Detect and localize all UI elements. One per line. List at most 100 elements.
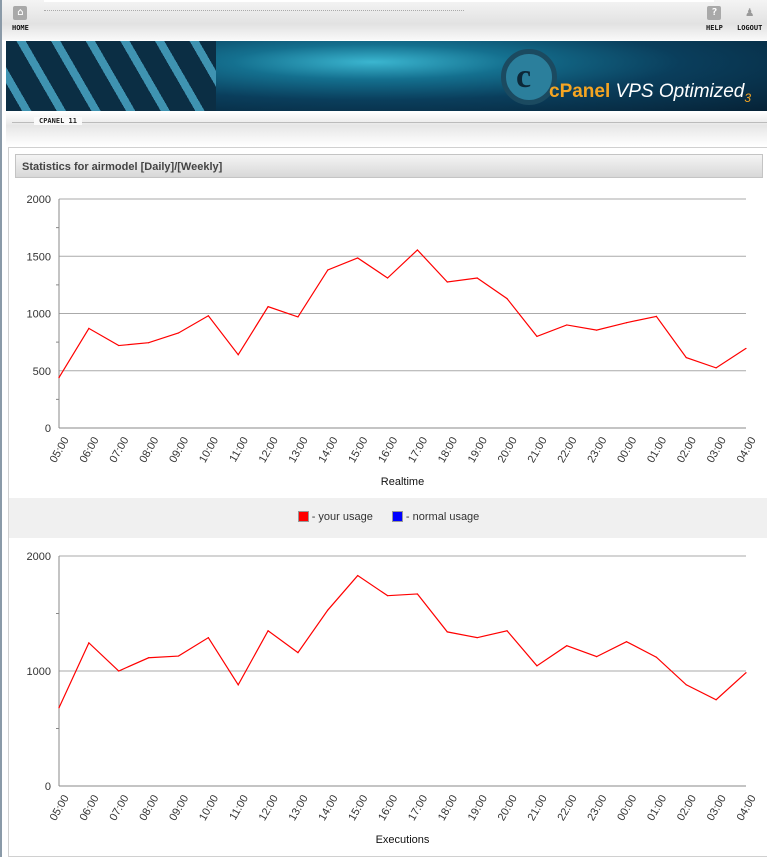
- data-point: [566, 645, 568, 647]
- data-point: [655, 656, 657, 658]
- data-point: [237, 684, 239, 686]
- x-tick-label: 10:00: [197, 435, 221, 465]
- x-tick-label: 03:00: [705, 435, 729, 465]
- legend: - your usage - normal usage: [9, 498, 767, 538]
- data-point: [88, 642, 90, 644]
- x-tick-label: 23:00: [585, 793, 609, 823]
- x-tick-label: 20:00: [496, 793, 520, 823]
- x-tick-label: 14:00: [317, 435, 341, 465]
- x-tick-label: 07:00: [107, 435, 131, 465]
- data-point: [177, 332, 180, 334]
- data-point: [207, 315, 209, 317]
- data-point: [506, 630, 508, 632]
- x-tick-label: 05:00: [48, 793, 72, 823]
- x-tick-label: 19:00: [466, 793, 490, 823]
- y-tick-label: 0: [45, 781, 51, 793]
- breadcrumb: CPANEL 11: [34, 117, 82, 125]
- x-tick-label: 16:00: [376, 793, 400, 823]
- data-point: [446, 281, 448, 283]
- header-banner: c cPanel VPS Optimized3: [6, 41, 767, 111]
- x-tick-label: 22:00: [555, 435, 579, 465]
- data-point: [476, 637, 478, 639]
- cpanel-logo: c: [501, 49, 557, 105]
- home-icon: ⌂: [13, 6, 28, 20]
- data-point: [297, 652, 299, 654]
- x-tick-label: 00:00: [615, 793, 639, 823]
- data-point: [148, 342, 150, 344]
- x-tick-label: 08:00: [137, 435, 161, 465]
- x-tick-label: 10:00: [197, 793, 221, 823]
- data-point: [58, 377, 60, 379]
- data-point: [416, 593, 419, 595]
- data-point: [327, 609, 329, 611]
- y-tick-label: 500: [33, 366, 51, 378]
- x-tick-label: 18:00: [436, 793, 460, 823]
- legend-swatch: [391, 511, 403, 522]
- y-tick-label: 2000: [27, 551, 51, 563]
- x-tick-label: 20:00: [496, 435, 520, 465]
- brand-rest: VPS Optimized: [615, 81, 745, 102]
- data-point: [506, 298, 508, 300]
- data-point: [386, 277, 389, 279]
- top-toolbar: ⌂ HOME ? HELP ♟ LOGOUT: [2, 0, 767, 40]
- data-point: [566, 324, 568, 326]
- data-point: [625, 641, 628, 643]
- x-tick-label: 05:00: [48, 435, 72, 465]
- home-label: HOME: [12, 24, 29, 32]
- data-point: [58, 707, 60, 709]
- y-tick-label: 1500: [27, 251, 51, 263]
- data-point: [625, 322, 628, 324]
- data-point: [476, 277, 478, 279]
- data-point: [715, 367, 717, 369]
- help-button[interactable]: ? HELP: [706, 6, 723, 32]
- data-point: [536, 335, 538, 337]
- data-point: [267, 306, 269, 308]
- data-point: [655, 315, 657, 317]
- legend-item-normal-usage: - normal usage: [391, 511, 479, 523]
- data-point: [685, 356, 687, 359]
- x-tick-label: 16:00: [376, 435, 400, 465]
- data-point: [118, 344, 120, 347]
- logout-button[interactable]: ♟ LOGOUT: [737, 5, 763, 33]
- x-tick-label: 12:00: [257, 793, 281, 823]
- x-tick-label: 09:00: [167, 435, 191, 465]
- divider: [44, 0, 714, 2]
- x-tick-label: 07:00: [107, 793, 131, 823]
- y-tick-label: 1000: [27, 666, 51, 678]
- data-point: [177, 655, 180, 657]
- data-point: [715, 699, 717, 701]
- legend-swatch: [297, 511, 309, 522]
- x-tick-label: 13:00: [287, 793, 311, 823]
- legend-item-your-usage: - your usage: [297, 511, 373, 523]
- x-tick-label: 01:00: [645, 793, 669, 823]
- home-button[interactable]: ⌂ HOME: [12, 6, 29, 32]
- legend-label: - your usage: [311, 511, 373, 523]
- x-tick-label: 21:00: [526, 793, 550, 823]
- data-point: [386, 595, 389, 597]
- x-tick-label: 06:00: [78, 435, 102, 465]
- x-tick-label: 08:00: [137, 793, 161, 823]
- x-tick-label: 03:00: [705, 793, 729, 823]
- page-title: Statistics for airmodel [Daily]/[Weekly]: [15, 154, 763, 178]
- x-tick-label: 23:00: [585, 435, 609, 465]
- x-tick-label: 02:00: [675, 435, 699, 465]
- banner-image: [6, 41, 216, 111]
- x-tick-label: 00:00: [615, 435, 639, 465]
- breadcrumb-bar: CPANEL 11: [6, 112, 767, 146]
- data-point: [416, 249, 419, 251]
- data-point: [446, 631, 448, 633]
- help-icon: ?: [707, 6, 722, 20]
- series-line: [58, 574, 747, 709]
- x-tick-label: 04:00: [735, 793, 759, 823]
- realtime-chart: 0 500 1000 1500 2000 05:00 06:00 07:00 08:00 09:0…: [27, 194, 759, 488]
- x-tick-label: 12:00: [257, 435, 281, 465]
- logout-label: LOGOUT: [737, 24, 763, 32]
- x-tick-label: 04:00: [735, 435, 759, 465]
- data-point: [745, 672, 747, 674]
- x-tick-label: 14:00: [317, 793, 341, 823]
- divider: [44, 10, 464, 11]
- y-tick-label: 1000: [27, 309, 51, 321]
- user-icon: ♟: [745, 5, 754, 20]
- y-tick-label: 2000: [27, 194, 51, 206]
- divider: [12, 122, 767, 123]
